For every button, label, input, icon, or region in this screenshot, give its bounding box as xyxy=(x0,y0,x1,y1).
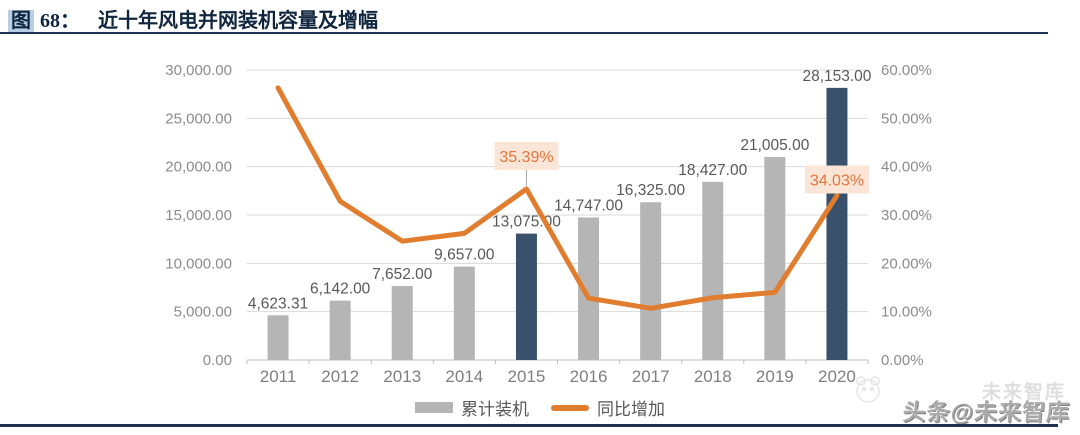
annotation-label-2020: 34.03% xyxy=(810,173,864,190)
x-axis-label-2019: 2019 xyxy=(756,367,794,386)
bar-value-label-2012: 6,142.00 xyxy=(310,281,371,298)
bar-2014 xyxy=(453,266,475,360)
x-axis-label-2017: 2017 xyxy=(632,367,670,386)
right-axis-tick-label: 10.00% xyxy=(881,304,932,321)
figure-tag: 图 xyxy=(8,10,34,32)
title-divider xyxy=(0,32,1048,34)
annotation-box-2015 xyxy=(494,141,559,170)
right-axis-tick-label: 40.00% xyxy=(881,159,932,176)
bar-2016 xyxy=(578,217,600,360)
watermark-text: 头条@未来智库 xyxy=(901,399,1071,425)
left-axis-tick-label: 30,000.00 xyxy=(165,62,232,79)
left-axis-tick-label: 5,000.00 xyxy=(174,304,232,321)
bar-2011 xyxy=(267,315,289,360)
legend-line-swatch xyxy=(551,404,589,411)
legend-label-bars: 累计装机 xyxy=(461,400,529,419)
bar-value-label-2011: 4,623.31 xyxy=(248,295,308,312)
right-axis-tick-label: 0.00% xyxy=(881,352,924,369)
x-axis-label-2014: 2014 xyxy=(445,367,483,386)
bar-value-label-2013: 7,652.00 xyxy=(372,266,433,283)
right-axis-tick-label: 30.00% xyxy=(881,207,932,224)
left-axis-tick-label: 0.00 xyxy=(203,352,232,369)
right-axis-tick-label: 20.00% xyxy=(881,255,932,272)
left-axis-tick-label: 15,000.00 xyxy=(165,207,232,224)
bar-2012 xyxy=(329,300,351,360)
bar-value-label-2016: 14,747.00 xyxy=(554,197,623,214)
chart-legend: 累计装机 同比增加 xyxy=(415,395,665,420)
left-axis-tick-label: 10,000.00 xyxy=(165,255,232,272)
x-axis-label-2013: 2013 xyxy=(383,367,421,386)
bar-2015 xyxy=(515,233,537,360)
figure-header: 图 68： 近十年风电并网装机容量及增幅 xyxy=(8,4,378,33)
growth-line xyxy=(275,85,840,311)
bottom-divider xyxy=(0,424,1058,427)
legend-label-line: 同比增加 xyxy=(597,400,665,419)
bar-2020 xyxy=(826,87,848,360)
bar-2018 xyxy=(702,181,724,360)
bar-value-label-2017: 16,325.00 xyxy=(616,182,685,199)
annotation-label-2015: 35.39% xyxy=(499,149,553,166)
right-axis-tick-label: 50.00% xyxy=(881,110,932,127)
bar-value-label-2019: 21,005.00 xyxy=(740,137,809,154)
bar-value-label-2020: 28,153.00 xyxy=(802,68,871,85)
x-axis-label-2012: 2012 xyxy=(321,367,359,386)
left-axis-tick-label: 25,000.00 xyxy=(165,110,232,127)
figure-number: 68： xyxy=(40,10,80,32)
left-axis-tick-label: 20,000.00 xyxy=(165,159,232,176)
bar-2017 xyxy=(640,202,662,360)
bar-value-label-2014: 9,657.00 xyxy=(434,247,495,264)
figure-title: 近十年风电并网装机容量及增幅 xyxy=(98,10,378,32)
legend-bar-swatch xyxy=(415,402,453,413)
watermark-logo-icon xyxy=(856,376,880,403)
right-axis-tick-label: 60.00% xyxy=(881,62,932,79)
x-axis-label-2011: 2011 xyxy=(260,367,297,386)
x-axis-label-2018: 2018 xyxy=(694,367,732,386)
watermark: 未来智库 头条@未来智库 xyxy=(840,376,1071,429)
bar-2019 xyxy=(764,156,786,360)
x-axis-label-2016: 2016 xyxy=(570,367,608,386)
x-axis-label-2020: 2020 xyxy=(818,367,856,386)
bar-value-label-2018: 18,427.00 xyxy=(678,162,747,179)
x-axis-label-2015: 2015 xyxy=(508,367,546,386)
annotation-box-2020 xyxy=(804,165,869,194)
bar-2013 xyxy=(391,286,413,360)
watermark-ghost-text: 未来智库 xyxy=(981,382,1066,403)
